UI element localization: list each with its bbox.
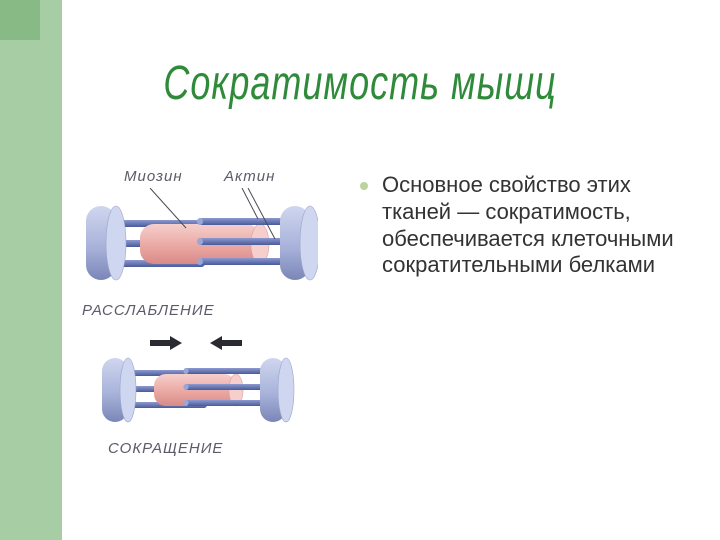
end-cap-left [102, 358, 136, 422]
corner-accent-square [0, 0, 40, 40]
diagram-panel: Миозин Актин [80, 170, 322, 490]
bullet-dot-icon [360, 182, 368, 190]
figure-contracted [98, 334, 298, 444]
end-cap-right [260, 358, 294, 422]
label-actin: Актин [224, 168, 275, 185]
actin-rods-front [183, 368, 269, 406]
slide-title-text: Сократимость мышц [163, 55, 556, 112]
end-cap-right [280, 206, 318, 280]
figure-relaxed [80, 188, 318, 298]
bullet-item: Основное свойство этих тканей — сократим… [360, 172, 690, 279]
state-label-contracted: СОКРАЩЕНИЕ [108, 440, 223, 457]
state-label-relaxed: РАССЛАБЛЕНИЕ [82, 302, 215, 319]
slide-title: Сократимость мышц [0, 62, 720, 104]
contraction-arrows [150, 336, 242, 350]
text-panel: Основное свойство этих тканей — сократим… [360, 172, 690, 279]
end-cap-left [86, 206, 126, 280]
bullet-text: Основное свойство этих тканей — сократим… [382, 172, 690, 279]
label-myosin: Миозин [124, 168, 183, 185]
